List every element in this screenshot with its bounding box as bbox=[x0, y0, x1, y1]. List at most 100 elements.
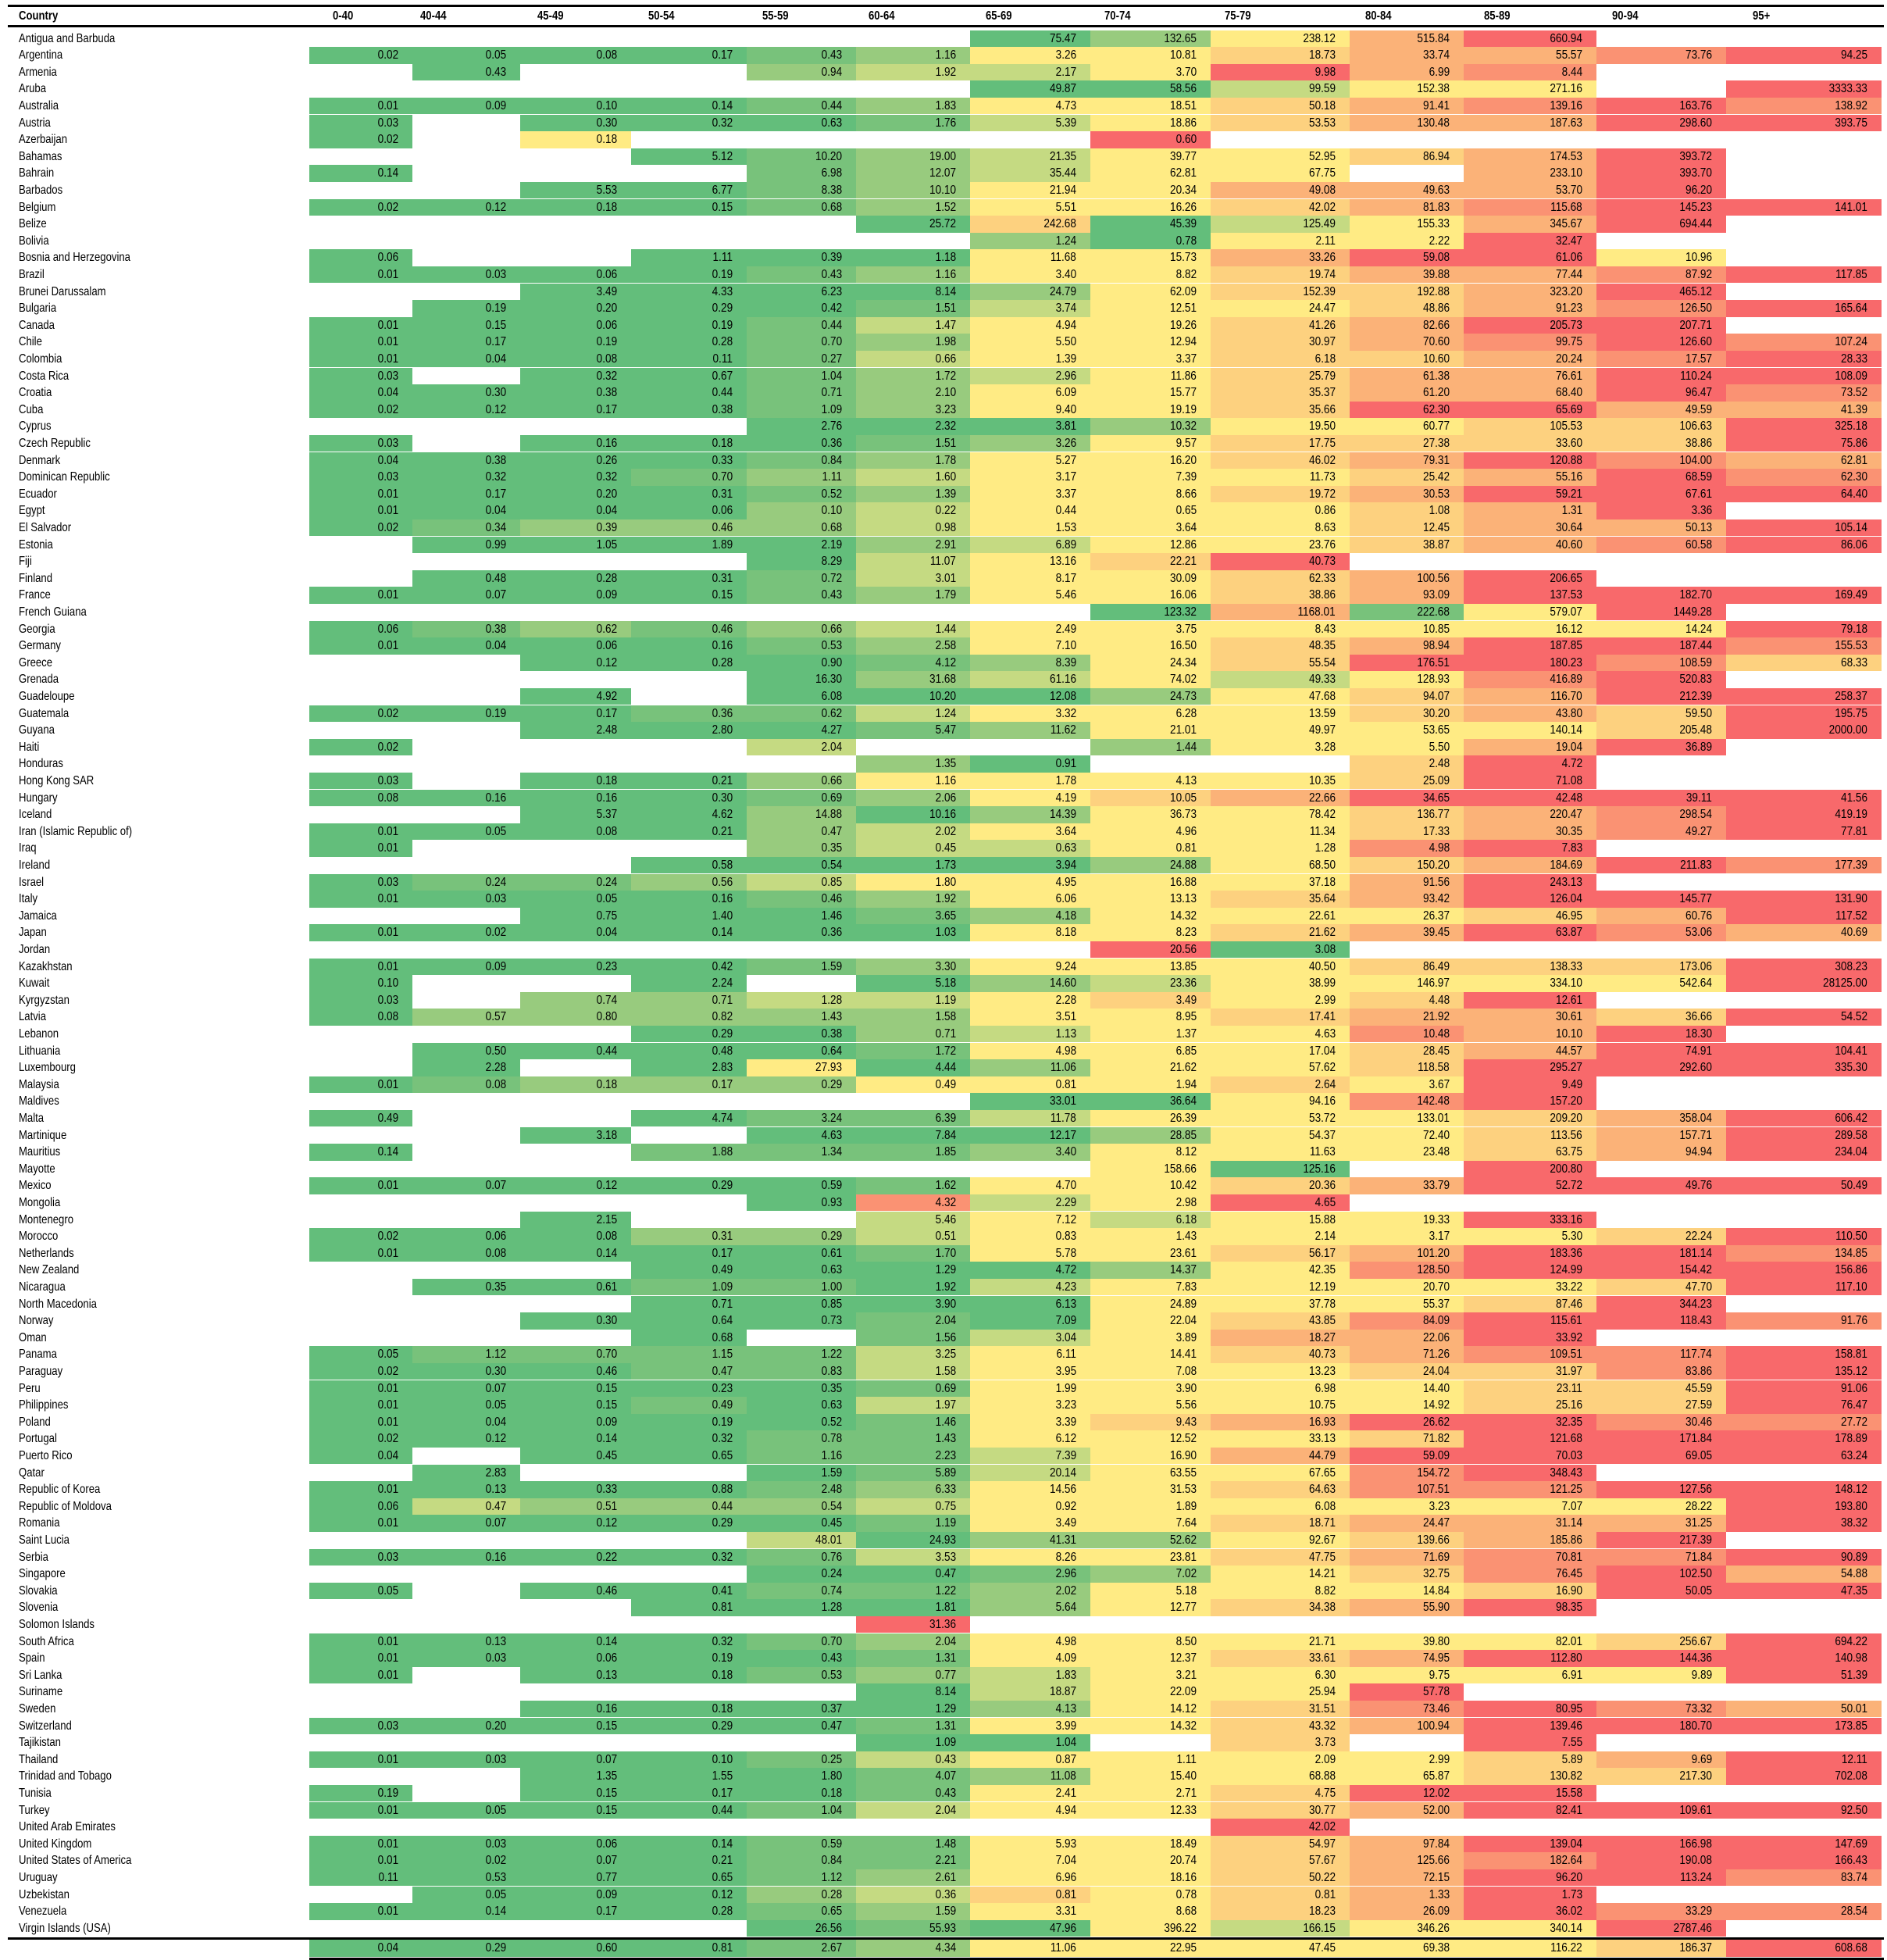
heatmap-cell: 182.64 bbox=[1464, 1852, 1596, 1869]
country-name: Guatemala bbox=[19, 706, 70, 720]
table-row: Malta 0.49 4.74 3.24 6.39 11.78 26.39 53.72 133.… bbox=[0, 1109, 1882, 1127]
column-header-80-84: 80-84 bbox=[1365, 9, 1392, 23]
heatmap-cell: 0.66 bbox=[747, 620, 856, 638]
heatmap-cell: 96.47 bbox=[1596, 384, 1726, 402]
heatmap-cell: 0.28 bbox=[747, 1886, 856, 1904]
table-row: Montenegro 2.15 5.46 7.12 6.18 15.88 19.33 333.… bbox=[0, 1211, 1876, 1229]
heatmap-cell: 0.62 bbox=[747, 705, 856, 723]
heatmap-cell: 0.41 bbox=[631, 1582, 747, 1600]
heatmap-cell: 62.30 bbox=[1350, 401, 1464, 419]
heatmap-cell: 14.24 bbox=[1596, 620, 1726, 638]
table-row: Peru 0.01 0.07 0.15 0.23 0.35 0.69 1.99 3.90 6.98… bbox=[0, 1380, 1882, 1398]
heatmap-cell: 0.16 bbox=[520, 434, 631, 452]
heatmap-cell: 138.92 bbox=[1726, 97, 1882, 115]
heatmap-cell: 7.08 bbox=[1090, 1362, 1211, 1380]
heatmap-cell: 59.08 bbox=[1350, 249, 1464, 266]
heatmap-cell: 0.03 bbox=[412, 891, 520, 908]
heatmap-cell: 1.13 bbox=[970, 1025, 1090, 1043]
heatmap-cell: 63.55 bbox=[1090, 1464, 1211, 1482]
heatmap-cell: 0.67 bbox=[631, 367, 747, 385]
heatmap-cell: 0.12 bbox=[520, 654, 631, 672]
heatmap-cell: 2.02 bbox=[970, 1582, 1090, 1600]
heatmap-cell: 21.92 bbox=[1350, 1009, 1464, 1026]
table-row: United Arab Emirates 42.02 bbox=[0, 1819, 1876, 1836]
country-name: Jordan bbox=[19, 942, 51, 956]
table-row: Guyana 2.48 2.80 4.27 5.47 11.62 21.01 49.97 53.… bbox=[0, 722, 1882, 739]
heatmap-cell: 104.00 bbox=[1596, 452, 1726, 469]
heatmap-cell: 0.44 bbox=[747, 316, 856, 334]
heatmap-cell: 20.14 bbox=[970, 1464, 1090, 1482]
heatmap-cell: 7.39 bbox=[970, 1447, 1090, 1465]
heatmap-cell: 7.64 bbox=[1090, 1515, 1211, 1532]
heatmap-cell: 0.28 bbox=[520, 569, 631, 587]
heatmap-cell: 0.13 bbox=[520, 1666, 631, 1684]
heatmap-cell: 0.77 bbox=[856, 1666, 970, 1684]
heatmap-cell: 8.26 bbox=[970, 1548, 1090, 1566]
heatmap-cell: 0.24 bbox=[747, 1566, 856, 1583]
heatmap-cell: 11.68 bbox=[970, 249, 1090, 266]
heatmap-cell: 71.26 bbox=[1350, 1346, 1464, 1363]
heatmap-cell: 1.43 bbox=[1090, 1228, 1211, 1245]
heatmap-cell: 0.01 bbox=[309, 840, 412, 857]
heatmap-cell: 18.86 bbox=[1090, 114, 1211, 132]
heatmap-cell: 0.85 bbox=[747, 1295, 856, 1313]
table-row: Qatar 2.83 1.59 5.89 20.14 63.55 67.65 154.72 34… bbox=[0, 1464, 1876, 1482]
table-row: Barbados 5.53 6.77 8.38 10.10 21.94 20.34 49.08… bbox=[0, 181, 1876, 199]
heatmap-cell: 346.26 bbox=[1350, 1919, 1464, 1937]
heatmap-cell: 0.21 bbox=[631, 1852, 747, 1869]
heatmap-cell: 2.21 bbox=[856, 1852, 970, 1869]
heatmap-cell: 73.52 bbox=[1726, 384, 1882, 402]
heatmap-cell: 24.73 bbox=[1090, 687, 1211, 705]
heatmap-cell: 0.18 bbox=[631, 1666, 747, 1684]
heatmap-cell: 0.49 bbox=[631, 1262, 747, 1279]
heatmap-cell: 0.03 bbox=[309, 991, 412, 1009]
heatmap-cell: 152.38 bbox=[1350, 80, 1464, 98]
heatmap-cell: 64.63 bbox=[1211, 1481, 1350, 1498]
heatmap-cell: 515.84 bbox=[1350, 30, 1464, 48]
heatmap-cell: 3.31 bbox=[970, 1903, 1090, 1920]
heatmap-cell: 0.08 bbox=[412, 1076, 520, 1094]
heatmap-cell: 0.58 bbox=[631, 856, 747, 874]
table-row: Azerbaijan 0.02 0.18 0.60 bbox=[0, 131, 1876, 148]
heatmap-cell: 0.21 bbox=[631, 772, 747, 790]
heatmap-cell: 3.37 bbox=[970, 485, 1090, 503]
heatmap-cell: 60.76 bbox=[1596, 907, 1726, 925]
heatmap-cell: 134.85 bbox=[1726, 1244, 1882, 1262]
heatmap-cell: 17.57 bbox=[1596, 350, 1726, 368]
heatmap-cell: 46.02 bbox=[1211, 452, 1350, 469]
heatmap-cell: 4.73 bbox=[970, 97, 1090, 115]
heatmap-cell: 47.45 bbox=[1211, 1940, 1350, 1957]
heatmap-cell: 8.38 bbox=[747, 181, 856, 199]
heatmap-cell: 2.99 bbox=[1211, 991, 1350, 1009]
heatmap-cell: 0.01 bbox=[309, 266, 412, 284]
table-row: Haiti 0.02 2.04 1.44 3.28 5.50 19.04 36.89 bbox=[0, 738, 1876, 756]
heatmap-cell: 55.90 bbox=[1350, 1599, 1464, 1616]
heatmap-cell: 0.17 bbox=[631, 1076, 747, 1094]
heatmap-cell: 289.58 bbox=[1726, 1126, 1882, 1144]
heatmap-cell: 47.68 bbox=[1211, 687, 1350, 705]
heatmap-cell: 117.85 bbox=[1726, 266, 1882, 284]
heatmap-cell: 0.38 bbox=[747, 1025, 856, 1043]
heatmap-cell: 0.07 bbox=[412, 587, 520, 604]
heatmap-cell: 86.49 bbox=[1350, 958, 1464, 976]
heatmap-cell: 4.23 bbox=[970, 1278, 1090, 1296]
country-name: Virgin Islands (USA) bbox=[19, 1921, 111, 1935]
heatmap-cell: 0.19 bbox=[412, 300, 520, 317]
heatmap-cell: 0.53 bbox=[412, 1869, 520, 1887]
heatmap-cell: 79.18 bbox=[1726, 620, 1882, 638]
heatmap-cell: 1.48 bbox=[856, 1835, 970, 1853]
heatmap-cell: 1.00 bbox=[747, 1278, 856, 1296]
heatmap-cell: 0.06 bbox=[520, 266, 631, 284]
heatmap-cell: 42.02 bbox=[1211, 1819, 1350, 1836]
heatmap-cell: 1.09 bbox=[631, 1278, 747, 1296]
heatmap-cell: 31.25 bbox=[1596, 1515, 1726, 1532]
heatmap-cell: 0.02 bbox=[309, 131, 412, 148]
table-row: Slovenia 0.81 1.28 1.81 5.64 12.77 34.38 55.90 9… bbox=[0, 1599, 1876, 1616]
table-row: Virgin Islands (USA) 26.56 55.93 47.96 396.2… bbox=[0, 1919, 1876, 1937]
heatmap-cell: 0.03 bbox=[412, 1751, 520, 1769]
table-row: Colombia 0.01 0.04 0.08 0.11 0.27 0.66 1.39 3.37… bbox=[0, 350, 1882, 368]
heatmap-cell: 1.37 bbox=[1090, 1025, 1211, 1043]
heatmap-cell: 0.04 bbox=[309, 1940, 412, 1957]
country-name: Slovenia bbox=[19, 1601, 59, 1615]
heatmap-cell: 14.32 bbox=[1090, 1717, 1211, 1735]
